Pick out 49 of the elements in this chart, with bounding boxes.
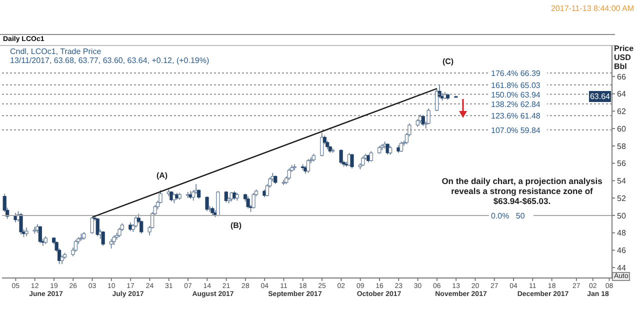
y-tick-label: 64 bbox=[617, 90, 626, 99]
annotation: (A) bbox=[155, 171, 169, 180]
candlestick bbox=[350, 153, 354, 169]
y-tick-label: 50 bbox=[617, 211, 626, 220]
ref-line-label: 161.8% 65.03 bbox=[491, 80, 541, 90]
y-tick-label: 44 bbox=[617, 263, 626, 272]
candlestick bbox=[292, 164, 296, 171]
candlestick bbox=[252, 192, 256, 209]
text: 2017-11-13 8:44:00 AM bbox=[550, 4, 634, 13]
candlestick bbox=[101, 230, 105, 246]
ref-line-label: 123.6% 61.48 bbox=[491, 112, 541, 121]
candlestick bbox=[90, 216, 94, 234]
chart-subtitle: Cndl, LCOc1, Trade Price bbox=[10, 47, 102, 56]
ref-line-label: 176.4% 66.39 bbox=[491, 69, 541, 78]
y-tick-label: 66 bbox=[617, 72, 626, 82]
y-tick-label: 54 bbox=[617, 176, 626, 186]
y-tick-label: 52 bbox=[617, 194, 626, 203]
annotation: (B) bbox=[229, 221, 243, 230]
candlestick bbox=[96, 218, 100, 237]
y-tick-label: 56 bbox=[617, 159, 626, 168]
candlestick bbox=[109, 238, 114, 249]
candlestick bbox=[339, 149, 343, 165]
candlestick bbox=[287, 168, 291, 180]
candlestick bbox=[118, 227, 122, 238]
y-tick-label: 48 bbox=[617, 228, 626, 238]
candlestick bbox=[38, 225, 42, 244]
ref-line-label: 150.0% 63.94 bbox=[491, 90, 541, 100]
ref-line-label: 107.0% 59.84 bbox=[491, 126, 541, 135]
ref-line-label: 138.2% 62.84 bbox=[491, 100, 541, 109]
annotation: On the daily chart, a projection analysis reveals a strong resistance zone of $63.94-$65.03. bbox=[440, 176, 604, 206]
candlestick bbox=[320, 132, 324, 157]
candlestick bbox=[134, 216, 138, 228]
candlestick bbox=[112, 235, 116, 246]
y-axis-title: Price USD Bbl bbox=[614, 44, 634, 71]
candlestick bbox=[170, 190, 174, 202]
candlestick bbox=[216, 190, 220, 217]
candlestick bbox=[426, 108, 430, 125]
annotation: 13/11/2017, 63.68, 63.77, 63.60, 63.64, +0.12, (+0.19%) bbox=[10, 56, 210, 65]
candlestick bbox=[205, 196, 209, 212]
annotation: (C) bbox=[441, 57, 455, 66]
candlestick bbox=[74, 239, 78, 252]
y-tick-label: 62 bbox=[617, 107, 626, 116]
annotation: 63.64 bbox=[588, 90, 611, 102]
ref-line-label: 0.0% 50 bbox=[491, 211, 526, 220]
y-tick-label: 58 bbox=[617, 142, 626, 151]
candlestick bbox=[224, 190, 228, 203]
y-tick-label: 60 bbox=[617, 124, 626, 134]
y-tick-label: 46 bbox=[617, 246, 626, 256]
candlestick bbox=[361, 156, 365, 166]
